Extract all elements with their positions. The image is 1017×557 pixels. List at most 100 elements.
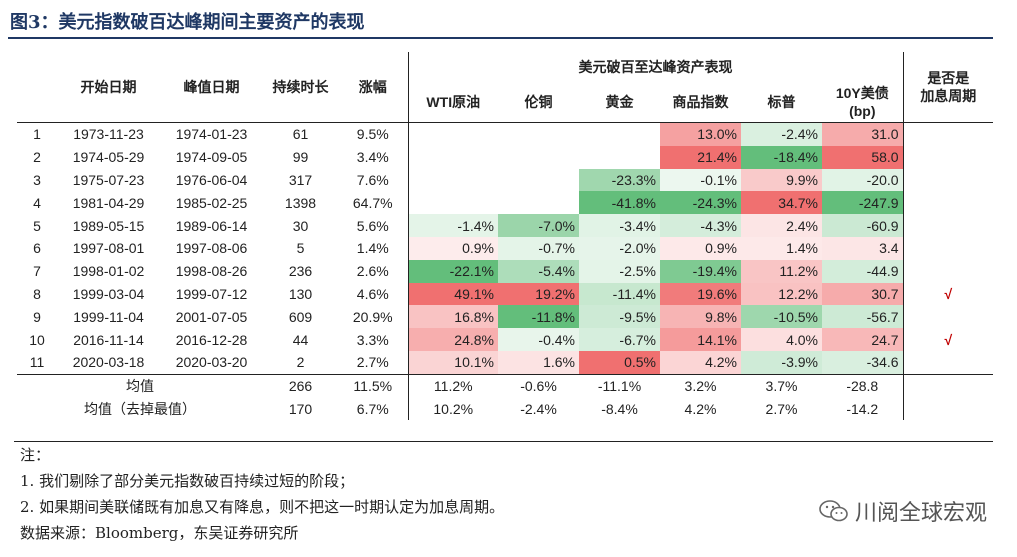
trimmed-average-row-asset-value: 2.7% (765, 400, 798, 417)
header-asset-group: 美元破百至达峰资产表现 (407, 52, 904, 82)
row-change: 3.4% (356, 149, 389, 166)
trimmed-average-row-label: 均值（去掉最值） (84, 400, 196, 417)
row-asset-value: 3.4 (822, 236, 904, 260)
row-duration: 236 (288, 263, 313, 280)
row-asset-value: -34.6 (822, 350, 904, 375)
header-duration: 持续时长 (272, 79, 329, 95)
trimmed-average-row-duration: 170 (288, 400, 313, 417)
header-change: 涨幅 (358, 79, 387, 95)
row-asset-value (498, 121, 579, 146)
row-change: 2.6% (356, 263, 389, 280)
row-asset-value: -22.1% (407, 259, 498, 283)
row-duration: 61 (263, 121, 338, 146)
watermark-text: 川阅全球宏观 (854, 501, 987, 526)
header-asset-0: WTI原油 (407, 82, 498, 123)
row-peak-date: 1974-01-23 (160, 121, 263, 146)
wechat-icon (819, 500, 848, 522)
row-asset-value (407, 191, 498, 215)
row-asset-value (498, 169, 579, 192)
trimmed-average-row-asset-value: 10.2% (407, 397, 498, 421)
row-asset-value: -10.5% (741, 305, 822, 329)
row-hike-check (902, 191, 994, 215)
row-asset-value (407, 121, 498, 146)
header-hike-cycle: 是否是 加息周期 (902, 52, 994, 123)
row-asset-value (407, 145, 498, 169)
header-index (17, 52, 57, 123)
trimmed-average-row-hike-empty (902, 397, 994, 421)
row-asset-value: 9.9% (741, 168, 822, 192)
row-hike-check (902, 145, 994, 169)
row-asset-value: -24.3% (660, 191, 741, 215)
row-asset-value: -2.0% (579, 236, 660, 260)
header-bond-label: 10Y美债 (835, 85, 889, 101)
row-index: 8 (33, 285, 41, 302)
trimmed-average-row-asset-value: -2.4% (520, 400, 557, 417)
row-asset-value: -20.0 (822, 168, 904, 192)
table-row: 3 1975-07-23 1976-06-04 317 7.6% -23.3% -0.1% 9… (17, 168, 994, 192)
row-start-date: 1999-03-04 (72, 285, 145, 302)
row-asset-value: 58.0 (822, 145, 904, 169)
average-row-asset-value: -11.1% (579, 373, 660, 398)
row-asset-value: 16.8% (407, 305, 498, 329)
row-index: 1 (17, 121, 57, 146)
row-asset-value: 34.7% (741, 191, 822, 215)
row-asset-value: -2.5% (579, 259, 660, 283)
row-hike-check (902, 214, 994, 237)
average-row-asset-value: 11.2% (407, 373, 498, 398)
row-asset-value: -4.3% (660, 214, 741, 237)
row-asset-value: -18.4% (741, 145, 822, 169)
row-start-date: 2016-11-14 (73, 331, 144, 348)
row-asset-value: -44.9 (822, 259, 904, 283)
header-asset-4: 标普 (741, 82, 822, 123)
row-asset-value (498, 146, 579, 169)
row-peak-date: 1998-08-26 (175, 263, 248, 280)
header-bond-unit: (bp) (849, 103, 876, 119)
table-row: 9 1999-11-04 2001-07-05 609 20.9% 16.8% -11.8%… (17, 305, 994, 329)
row-asset-value: -56.7 (822, 305, 904, 329)
row-peak-date: 1997-08-06 (175, 240, 248, 257)
row-asset-value: 31.0 (822, 121, 904, 146)
row-asset-value: 0.9% (407, 236, 498, 260)
table-row: 8 1999-03-04 1999-07-12 130 4.6% 49.1% 19.2% -1… (17, 282, 994, 306)
row-asset-value (579, 146, 660, 169)
row-duration: 30 (292, 217, 309, 234)
row-hike-check (902, 305, 994, 329)
row-asset-value: -0.1% (660, 168, 741, 192)
row-hike-check: √ (902, 282, 994, 306)
row-duration: 99 (292, 149, 309, 166)
row-change: 9.5% (338, 121, 408, 146)
row-asset-value: 0.5% (579, 350, 660, 375)
row-asset-value: 1.6% (498, 350, 579, 375)
row-asset-value: -6.7% (579, 328, 660, 351)
table-row: 10 2016-11-14 2016-12-28 44 3.3% 24.8% -0.4% -6… (17, 328, 994, 351)
data-source: 数据来源：Bloomberg，东吴证券研究所 (20, 524, 299, 542)
row-asset-value: 9.8% (660, 305, 741, 329)
row-asset-value: -7.0% (498, 214, 579, 237)
table-row: 4 1981-04-29 1985-02-25 1398 64.7% -41.8% -24.… (17, 191, 994, 215)
row-start-date: 1975-07-23 (72, 171, 145, 188)
average-row-change: 11.5% (338, 373, 408, 398)
row-index: 6 (33, 240, 41, 257)
row-peak-date: 1999-07-12 (175, 285, 248, 302)
average-row: 均值 266 11.5% 11.2% -0.6% -11.1% 3.2% 3.7% -28.8 (17, 373, 994, 398)
row-asset-value: 11.2% (741, 259, 822, 283)
average-row-label: 均值 (17, 373, 263, 398)
row-asset-value: 24.8% (407, 328, 498, 351)
table-row: 11 2020-03-18 2020-03-20 2 2.7% 10.1% 1.6% 0.5%… (17, 350, 994, 375)
header-start-date: 开始日期 (80, 79, 137, 95)
trimmed-average-row-change: 6.7% (356, 400, 389, 417)
row-asset-value: 30.7 (822, 282, 904, 306)
row-peak-date: 1976-06-04 (175, 171, 248, 188)
row-change: 5.6% (356, 217, 389, 234)
note-1: 1. 我们剔除了部分美元指数破百持续过短的阶段； (20, 472, 355, 490)
row-asset-value: -5.4% (498, 259, 579, 283)
row-asset-value: -11.4% (579, 282, 660, 306)
notes-section: 注： 1. 我们剔除了部分美元指数破百持续过短的阶段； 2. 如果期间美联储既有… (14, 441, 993, 546)
row-index: 3 (33, 171, 41, 188)
table-row: 1 1973-11-23 1974-01-23 61 9.5% 13.0% -2.4% 31.… (17, 121, 994, 146)
row-asset-value: -247.9 (822, 191, 904, 215)
row-asset-value: 0.9% (660, 236, 741, 260)
row-index: 7 (33, 263, 41, 280)
average-row-asset-value: 3.2% (660, 373, 741, 398)
row-asset-value: -41.8% (579, 191, 660, 215)
